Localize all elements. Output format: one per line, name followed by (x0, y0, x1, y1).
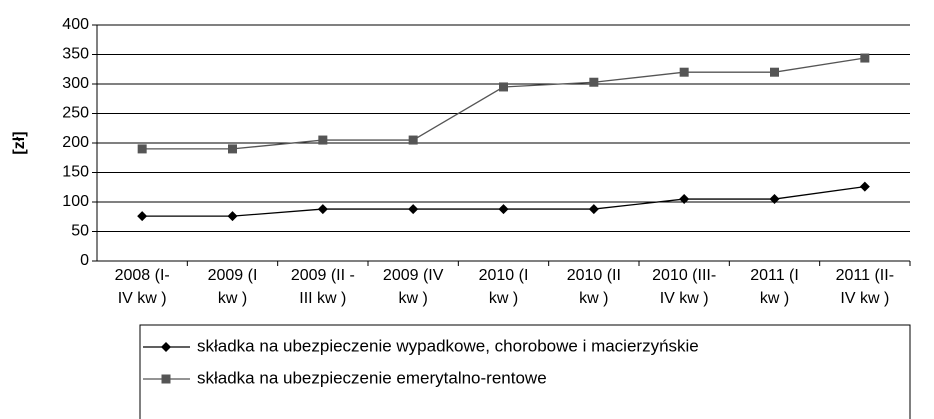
point (679, 194, 690, 205)
x-tick-label: 2010 (II kw ) (567, 267, 621, 307)
point (228, 144, 237, 154)
y-tick-label: 150 (62, 164, 89, 181)
y-tick-label: 0 (80, 252, 89, 269)
legend-text: składka na ubezpieczenie wypadkowe, chor… (197, 336, 699, 355)
x-tick-label: 2008 (I-IV kw ) (115, 267, 170, 307)
legend-box (139, 324, 911, 419)
point (679, 67, 689, 77)
legend-marker (161, 342, 171, 352)
point (227, 211, 238, 222)
point (859, 181, 870, 192)
y-tick-label: 50 (71, 223, 89, 240)
y-tick-label: 200 (62, 134, 89, 151)
point (317, 204, 328, 215)
point (860, 53, 870, 63)
point (408, 135, 418, 145)
y-tick-label: 300 (62, 75, 89, 92)
point (137, 211, 148, 222)
y-tick-label: 250 (62, 105, 89, 122)
y-axis-label: [zł] (11, 131, 28, 154)
point (318, 135, 328, 145)
x-tick-label: 2009 (IV kw ) (383, 267, 444, 307)
series-line (142, 57, 865, 150)
point (769, 194, 780, 205)
legend-text: składka na ubezpieczenie emerytalno-rent… (197, 368, 547, 387)
x-tick-label: 2009 (I kw ) (208, 267, 258, 307)
x-tick-label: 2010 (I kw ) (479, 267, 529, 307)
x-tick-label: 2009 (II -III kw ) (291, 267, 355, 307)
point (589, 77, 599, 87)
point (408, 204, 419, 215)
point (137, 144, 147, 154)
point (498, 204, 509, 215)
legend-marker (161, 374, 171, 384)
y-tick-label: 100 (62, 193, 89, 210)
y-tick-label: 350 (62, 46, 89, 63)
y-tick-label: 400 (62, 16, 89, 33)
x-tick-label: 2011 (I kw ) (750, 267, 799, 307)
x-tick-label: 2010 (III-IV kw ) (652, 267, 716, 307)
point (499, 82, 508, 92)
point (770, 67, 779, 77)
point (588, 204, 599, 215)
x-tick-label: 2011 (II-IV kw ) (836, 267, 894, 307)
